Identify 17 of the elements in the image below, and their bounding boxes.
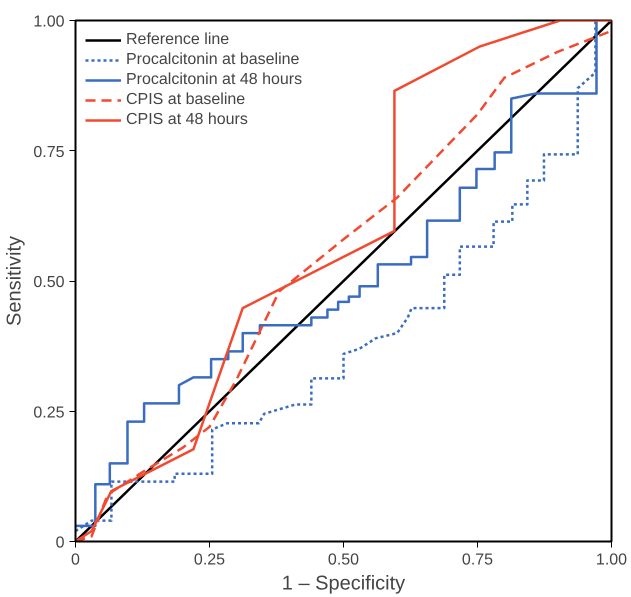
x-tick-label: 0.75 — [462, 552, 494, 568]
y-tick-label: 0.25 — [33, 404, 65, 422]
legend-label: CPIS at baseline — [126, 91, 246, 109]
y-tick-label: 0.75 — [33, 144, 65, 161]
legend-label: Procalcitonin at baseline — [126, 51, 300, 69]
y-tick-label: 0 — [56, 534, 65, 552]
x-axis-title: 1 – Specificity — [282, 572, 406, 594]
legend-label: Reference line — [126, 31, 230, 49]
y-tick-label: 1.00 — [33, 14, 65, 30]
x-tick-label: 0 — [71, 552, 80, 568]
y-tick-label: 0.50 — [33, 274, 65, 291]
x-tick-label: 1.00 — [596, 552, 628, 568]
x-tick-label: 0.50 — [328, 552, 360, 568]
legend-label: Procalcitonin at 48 hours — [126, 71, 302, 89]
legend-label: CPIS at 48 hours — [126, 111, 248, 129]
x-tick-label: 0.25 — [194, 552, 226, 568]
y-axis-title: Sensitivity — [3, 236, 26, 326]
